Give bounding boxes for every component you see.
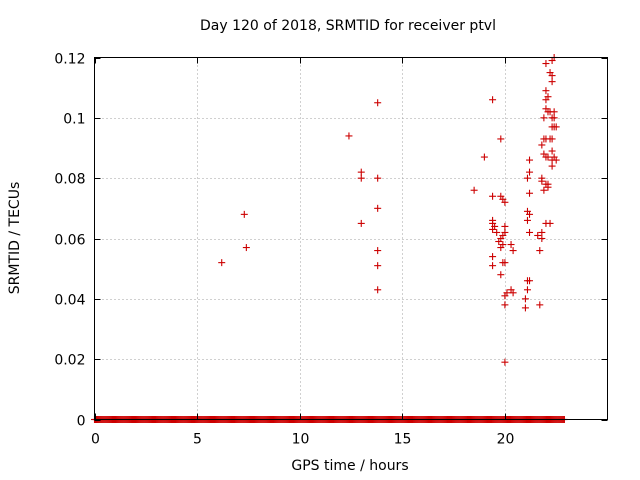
- x-tick-labels: 0 5 10 15 20: [91, 432, 514, 448]
- chart-title: Day 120 of 2018, SRMTID for receiver ptv…: [200, 18, 496, 34]
- data-point: [544, 183, 552, 191]
- grid-lines: [94, 57, 608, 420]
- data-point: [489, 253, 497, 261]
- data-point: [546, 219, 554, 227]
- data-point: [345, 132, 353, 140]
- data-point: [526, 168, 534, 176]
- data-point: [493, 228, 501, 236]
- data-point: [538, 141, 546, 149]
- data-point: [542, 87, 550, 95]
- data-point: [548, 162, 556, 170]
- data-point: [548, 72, 556, 80]
- data-point: [542, 60, 550, 68]
- data-point: [489, 96, 497, 104]
- y-tick-label: 0.02: [54, 353, 85, 369]
- data-points: [91, 54, 568, 423]
- data-point: [521, 304, 529, 312]
- data-point: [489, 192, 497, 200]
- y-tick-labels: 0 0.02 0.04 0.06 0.08 0.1 0.12: [54, 52, 85, 430]
- data-point: [374, 204, 382, 212]
- data-point: [218, 259, 226, 267]
- y-tick-label: 0.04: [54, 293, 85, 309]
- data-point: [536, 247, 544, 255]
- data-point: [544, 93, 552, 101]
- data-point: [526, 277, 534, 285]
- data-point: [550, 108, 558, 116]
- data-point: [501, 228, 509, 236]
- data-point: [470, 186, 478, 194]
- data-point: [509, 247, 517, 255]
- data-point: [374, 286, 382, 294]
- data-point: [240, 210, 248, 218]
- data-point: [357, 168, 365, 176]
- data-point: [552, 123, 560, 131]
- data-point: [480, 153, 488, 161]
- plot-frame: [94, 57, 608, 420]
- data-point: [538, 228, 546, 236]
- y-tick-label: 0.06: [54, 233, 85, 249]
- x-tick-label: 10: [292, 432, 310, 448]
- data-point: [538, 177, 546, 185]
- data-point: [374, 247, 382, 255]
- data-point: [357, 174, 365, 182]
- data-point: [523, 216, 531, 224]
- x-tick-label: 15: [394, 432, 412, 448]
- y-tick-label: 0.1: [63, 112, 85, 128]
- data-point: [523, 286, 531, 294]
- y-axis-label: SRMTID / TECUs: [7, 182, 23, 295]
- data-point: [521, 295, 529, 303]
- data-point: [540, 186, 548, 194]
- axis-ticks: [94, 57, 608, 421]
- data-point: [548, 135, 556, 143]
- data-point: [501, 198, 509, 206]
- data-point: [497, 271, 505, 279]
- data-point: [501, 358, 509, 366]
- x-tick-label: 0: [91, 432, 100, 448]
- data-point: [526, 210, 534, 218]
- data-point: [357, 219, 365, 227]
- data-point: [526, 156, 534, 164]
- data-point: [501, 259, 509, 267]
- y-tick-label: 0: [77, 414, 86, 430]
- data-point: [526, 189, 534, 197]
- data-point: [242, 244, 250, 252]
- data-point: [507, 241, 515, 249]
- data-point: [538, 235, 546, 242]
- y-tick-label: 0.08: [54, 172, 85, 188]
- data-point: [501, 222, 509, 230]
- data-point: [548, 78, 556, 86]
- x-axis-label: GPS time / hours: [291, 458, 408, 474]
- data-point: [523, 174, 531, 182]
- data-point: [491, 222, 499, 230]
- data-point: [374, 262, 382, 270]
- data-point: [374, 99, 382, 107]
- data-point: [534, 231, 542, 239]
- data-point: [526, 228, 534, 236]
- data-point: [509, 289, 517, 297]
- y-tick-label: 0.12: [54, 52, 85, 68]
- data-point: [548, 147, 556, 155]
- data-point: [374, 174, 382, 182]
- data-point: [544, 153, 552, 161]
- data-point: [550, 114, 558, 122]
- data-point: [540, 114, 548, 122]
- x-tick-label: 20: [497, 432, 515, 448]
- data-point: [503, 289, 511, 297]
- x-tick-label: 5: [193, 432, 202, 448]
- data-point: [552, 156, 560, 164]
- data-point: [499, 241, 507, 249]
- data-point: [536, 301, 544, 309]
- data-point: [489, 262, 497, 270]
- data-point: [501, 301, 509, 309]
- data-point: [497, 135, 505, 143]
